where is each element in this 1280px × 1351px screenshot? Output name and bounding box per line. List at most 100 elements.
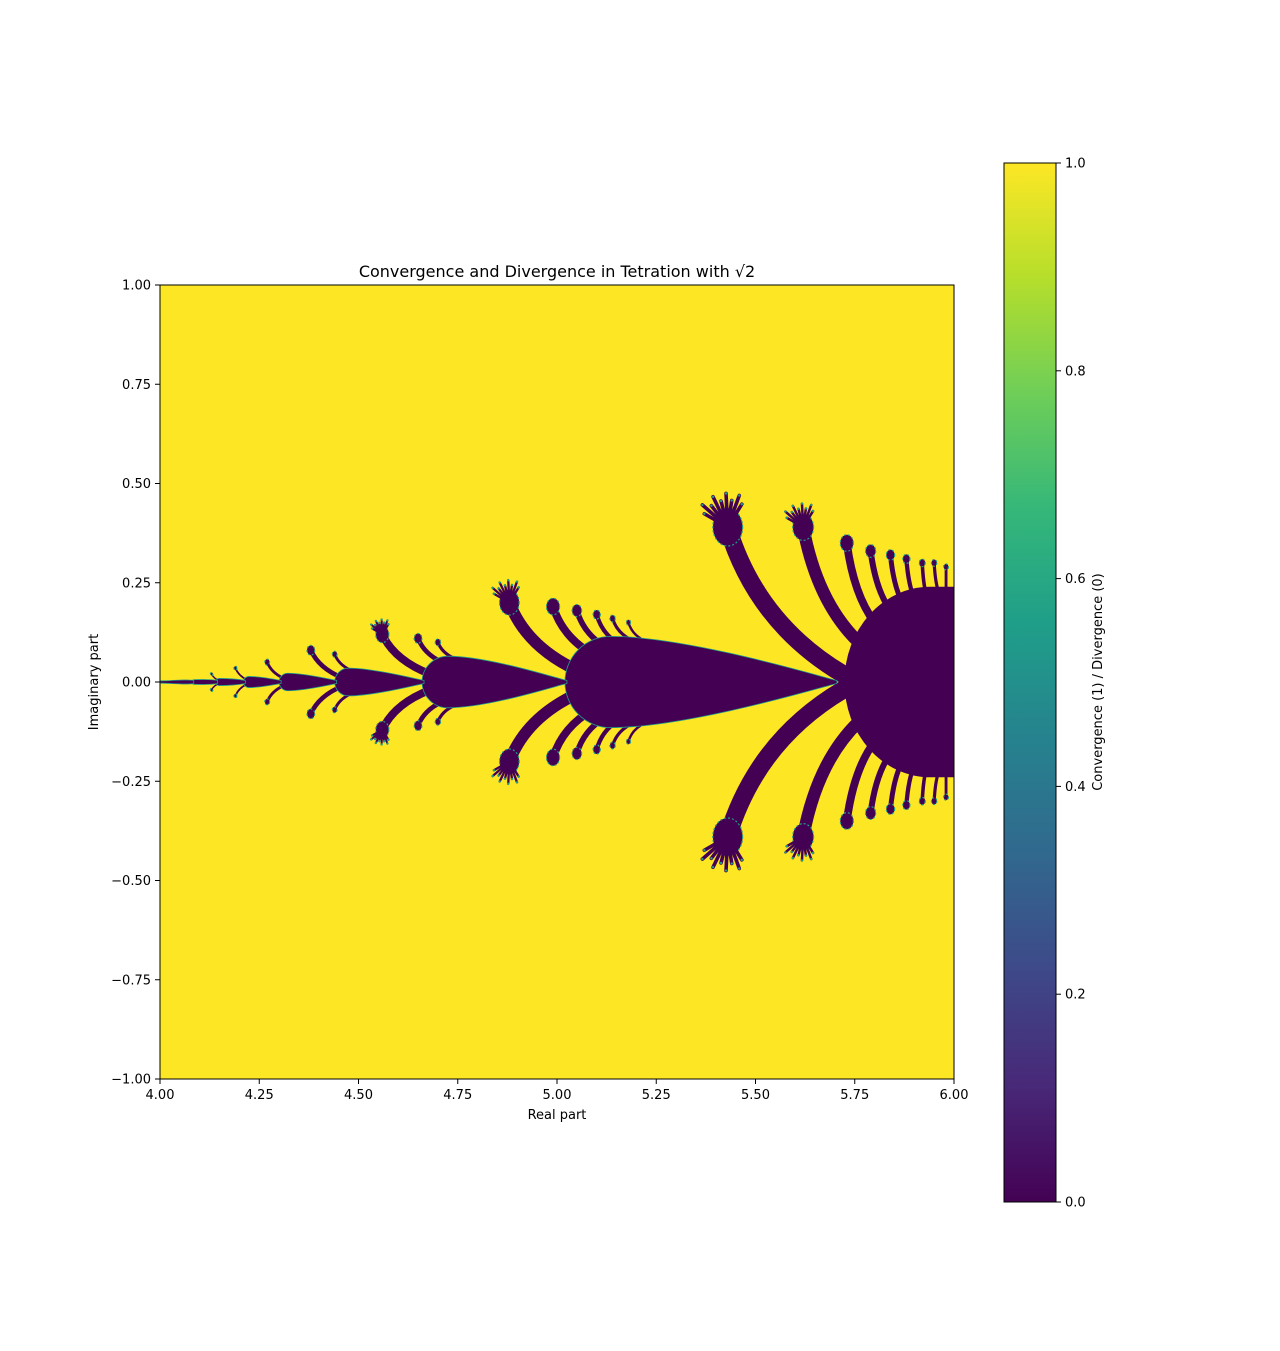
tendril: [796, 715, 865, 844]
divergence-regions: [160, 491, 954, 873]
colorbar-tick-label: 0.4: [1065, 780, 1086, 795]
tendril-head: [209, 687, 214, 693]
colorbar-tick-label: 0.8: [1065, 364, 1086, 379]
tendril: [718, 681, 852, 846]
tendril-frond-tip: [703, 849, 706, 852]
tendril-frond-tip: [810, 857, 813, 861]
x-axis-label: Real part: [528, 1108, 587, 1123]
tendril-head: [609, 614, 616, 623]
tendril-head: [306, 708, 316, 720]
chart-title: Convergence and Divergence in Tetration …: [359, 262, 755, 281]
tendril-head: [233, 665, 238, 671]
tendril-head: [625, 738, 632, 745]
y-tick-label: −1.00: [111, 1073, 151, 1088]
tendril-frond-tip: [784, 510, 787, 513]
tendril-head: [545, 748, 561, 767]
tendril-frond-tip: [503, 777, 507, 780]
tendril-frond: [371, 728, 384, 737]
tendril-frond-tip: [804, 507, 808, 510]
tendril-head: [609, 741, 616, 750]
tendril-frond-tip: [711, 495, 715, 498]
colorbar-tick-label: 1.0: [1065, 157, 1086, 172]
tendril-frond-tip: [791, 504, 795, 508]
plot-area: [159, 284, 955, 1080]
tendril-head: [902, 799, 911, 811]
y-tick-label: −0.50: [111, 874, 151, 889]
x-tick-label: 5.25: [642, 1088, 671, 1103]
tendril-frond-tip: [811, 851, 815, 855]
tendril-frond-tip: [804, 854, 808, 857]
tendril-frond-tip: [503, 584, 507, 587]
tendril-head: [592, 744, 601, 755]
tendril-head: [885, 549, 896, 561]
tendril-frond: [381, 623, 390, 636]
tendril-frond-tip: [701, 503, 704, 507]
colorbar-label: Convergence (1) / Divergence (0): [1091, 573, 1106, 791]
tendril-frond-tip: [380, 743, 383, 746]
tendril-frond-tip: [373, 623, 377, 627]
tendril-frond-tip: [785, 845, 788, 848]
divergence-bulb: [191, 679, 218, 685]
tendril-head: [413, 632, 423, 644]
tendril-frond-tip: [382, 621, 386, 624]
x-tick-label: 4.50: [344, 1088, 373, 1103]
divergence-bulb: [278, 672, 338, 692]
tendril-frond-tip: [790, 850, 793, 854]
tendril-frond-tip: [797, 507, 800, 511]
colorbar-tick-label: 0.6: [1065, 572, 1086, 587]
tendril-frond-tip: [386, 619, 389, 622]
tendril-head: [592, 609, 601, 620]
tendril: [796, 520, 865, 649]
tendril: [718, 518, 852, 683]
y-tick-label: 0.50: [122, 477, 151, 492]
y-tick-label: 0.75: [122, 378, 151, 393]
x-axis: 4.00 4.25 4.50 4.75 5.00 5.25 5.50 5.75 6.00: [146, 1079, 969, 1103]
tendril-head: [864, 805, 877, 821]
tendril-frond-tip: [724, 492, 728, 495]
tendril-head: [918, 558, 926, 568]
tendril-frond-tip: [387, 623, 390, 626]
colorbar-gradient: [1003, 162, 1057, 1203]
tendril-frond-tip: [710, 504, 713, 507]
y-axis-label: Imaginary part: [87, 634, 102, 730]
tendril-frond-tip: [380, 618, 383, 621]
tendril-head: [943, 563, 950, 571]
tendril-head: [306, 644, 316, 656]
tendril-frond-tip: [370, 627, 374, 630]
tendril-frond-tip: [797, 853, 800, 857]
tendril-frond-tip: [785, 516, 788, 519]
x-tick-label: 6.00: [940, 1088, 969, 1103]
tendril-frond-tip: [378, 739, 381, 743]
tendril-frond-tip: [730, 499, 733, 502]
tendril-head: [930, 558, 938, 567]
divergence-bulb: [421, 655, 568, 709]
y-tick-label: −0.25: [111, 775, 151, 790]
tendril-frond-tip: [491, 586, 494, 590]
tendril-frond-tip: [382, 740, 386, 743]
tendril-frond-tip: [369, 623, 373, 626]
tendril-head: [571, 746, 583, 761]
tendril-frond-tip: [510, 777, 514, 781]
tendril-frond-tip: [811, 509, 815, 513]
tendril-frond-tip: [784, 851, 787, 854]
tendril-frond: [785, 835, 805, 848]
colorbar-tick-label: 0.0: [1065, 1196, 1086, 1211]
tendril-head: [902, 553, 911, 565]
y-axis: 1.00 0.75 0.50 0.25 0.00 −0.25 −0.50 −0.75 −1.00: [111, 279, 160, 1088]
tendril-frond-tip: [386, 742, 389, 745]
tendril-head: [233, 693, 238, 699]
tendril-frond-tip: [724, 869, 728, 872]
tendril-frond: [725, 502, 744, 529]
tendril-head: [331, 706, 338, 714]
x-tick-label: 5.50: [741, 1088, 770, 1103]
tendril-frond-tip: [517, 775, 520, 778]
colorbar-ticks: 0.0 0.2 0.4 0.6 0.8 1.0: [1056, 157, 1086, 1211]
tendril-frond-tip: [719, 861, 723, 865]
tendril-frond-tip: [515, 580, 519, 583]
tendril-head: [264, 658, 271, 666]
tendril-frond-tip: [710, 857, 713, 860]
tendril-frond-tip: [373, 737, 377, 741]
tendril-head: [545, 597, 561, 616]
tendril-head: [930, 797, 938, 806]
